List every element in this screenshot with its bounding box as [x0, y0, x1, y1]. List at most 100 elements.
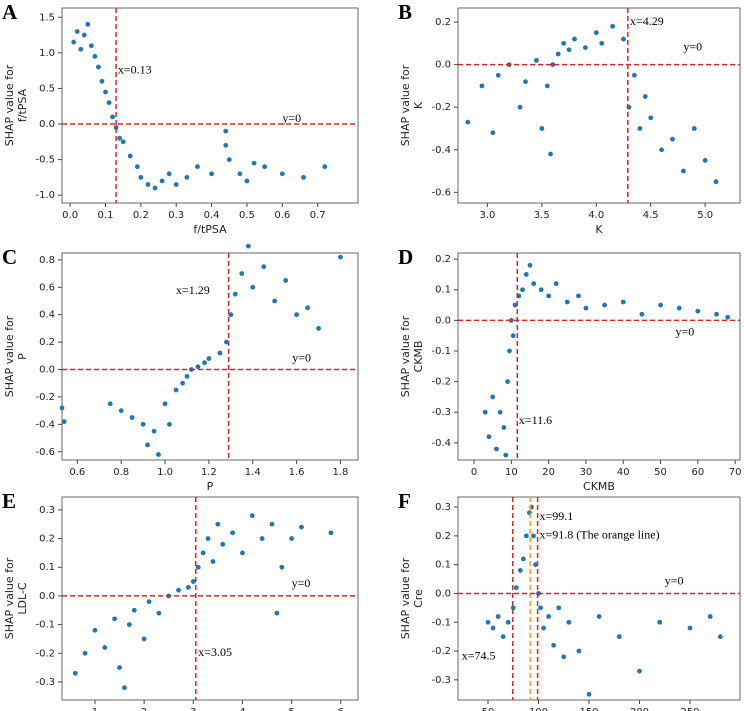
- point: [118, 408, 124, 414]
- x-tick-label: 250: [680, 707, 699, 711]
- point: [240, 550, 245, 556]
- y-tick-label: 0.2: [435, 531, 451, 542]
- point: [112, 616, 118, 622]
- x-axis-label: CKMB: [583, 480, 615, 493]
- point: [122, 685, 127, 691]
- x-tick-label: 100: [529, 707, 548, 711]
- point: [717, 634, 723, 640]
- point: [217, 350, 223, 356]
- point: [145, 182, 151, 187]
- point: [305, 305, 310, 311]
- point: [602, 302, 607, 308]
- point: [527, 262, 533, 268]
- y-axis-label: SHAP value for: [3, 64, 16, 146]
- y-axis-label: SHAP value for: [399, 315, 412, 397]
- point: [96, 64, 101, 70]
- point: [680, 168, 686, 174]
- x-axis-label: f/tPSA: [193, 223, 227, 236]
- point: [106, 100, 112, 106]
- point: [505, 379, 511, 385]
- plot-frame: [457, 7, 741, 204]
- point: [173, 182, 179, 187]
- y-tick-label: -0.2: [35, 648, 55, 659]
- point: [486, 434, 492, 440]
- y-tick-label: 0.2: [435, 254, 451, 265]
- point: [707, 614, 713, 619]
- point: [59, 405, 65, 411]
- point: [527, 510, 532, 516]
- point: [533, 57, 539, 63]
- y-tick-label: -0.1: [431, 617, 451, 628]
- point: [156, 610, 162, 616]
- point: [245, 243, 251, 249]
- point: [138, 174, 144, 180]
- point: [523, 272, 529, 277]
- point: [239, 271, 245, 276]
- point: [88, 43, 94, 49]
- x-tick-label: 200: [630, 707, 649, 711]
- x-tick-label: 0.7: [310, 210, 326, 221]
- point: [167, 421, 172, 427]
- y-axis-label: SHAP value for: [3, 557, 16, 639]
- point: [99, 78, 105, 84]
- point: [714, 311, 719, 317]
- point: [523, 533, 529, 539]
- x-tick-label: 0.2: [133, 210, 149, 221]
- y-tick-label: 0.1: [435, 560, 451, 571]
- point: [556, 605, 562, 611]
- point: [279, 564, 285, 570]
- point: [582, 45, 588, 50]
- y-axis-label: SHAP value for: [3, 315, 16, 397]
- x-tick-label: 0.1: [98, 210, 114, 221]
- point: [289, 536, 295, 541]
- annotation: y=0: [683, 39, 702, 53]
- x-tick-label: 0.5: [239, 210, 255, 221]
- x-tick-label: 5: [288, 707, 294, 711]
- point: [517, 104, 523, 110]
- point: [566, 619, 572, 625]
- point: [564, 299, 570, 305]
- point: [209, 171, 214, 177]
- y-tick-label: -0.6: [35, 447, 55, 458]
- x-tick-label: 10: [505, 467, 518, 478]
- y-tick-label: -0.2: [431, 102, 451, 113]
- point: [637, 126, 643, 131]
- y-tick-label: -0.1: [35, 620, 55, 631]
- point: [262, 164, 268, 170]
- point: [725, 314, 731, 320]
- point: [185, 584, 191, 590]
- point: [659, 147, 665, 153]
- y-tick-label: 0.6: [39, 282, 55, 293]
- point: [249, 513, 255, 519]
- x-tick-label: 30: [580, 467, 593, 478]
- point: [631, 72, 637, 78]
- y-tick-label: 0.1: [435, 285, 451, 296]
- point: [658, 302, 663, 308]
- y-tick-label: 0.0: [39, 591, 55, 602]
- point: [687, 625, 693, 631]
- x-tick-label: 0.3: [168, 210, 184, 221]
- point: [102, 645, 108, 650]
- point: [546, 293, 552, 299]
- point: [215, 521, 221, 527]
- x-tick-label: 4.0: [588, 210, 604, 221]
- point: [269, 521, 275, 527]
- x-tick-label: 3: [190, 707, 196, 711]
- panel-label: C: [2, 245, 17, 269]
- point: [599, 40, 605, 46]
- point: [259, 536, 265, 541]
- point: [232, 291, 238, 297]
- point: [322, 164, 328, 170]
- point: [546, 614, 551, 619]
- point: [228, 312, 234, 318]
- x-tick-label: 50: [654, 467, 667, 478]
- annotation: y=0: [675, 324, 694, 338]
- y-tick-label: -0.3: [35, 677, 55, 688]
- point: [507, 348, 512, 354]
- y-tick-label: -0.5: [35, 155, 55, 166]
- point: [657, 619, 663, 625]
- point: [274, 610, 280, 616]
- point: [180, 380, 185, 386]
- y-axis-label: CKMB: [412, 341, 425, 373]
